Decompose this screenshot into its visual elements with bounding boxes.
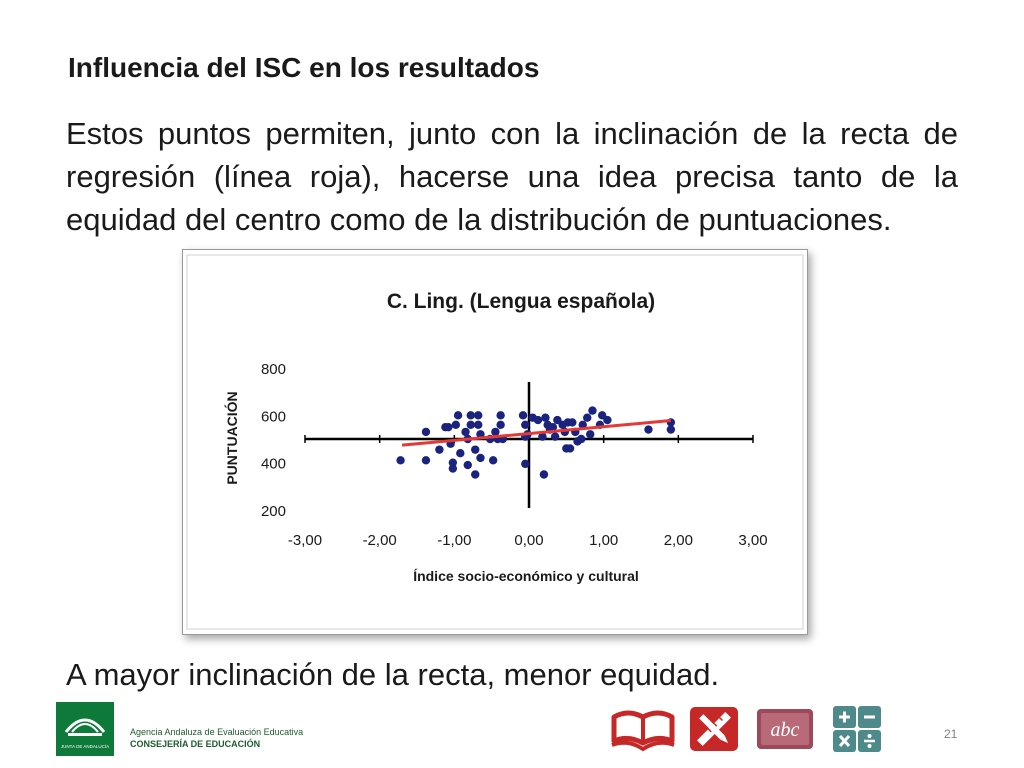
- y-tick-label: 600: [261, 408, 286, 425]
- data-point: [453, 411, 463, 420]
- svg-text:abc: abc: [771, 719, 800, 741]
- agency-name: Agencia Andaluza de Evaluación Educativa…: [130, 726, 303, 750]
- data-point: [448, 464, 458, 473]
- data-point: [444, 422, 453, 432]
- x-axis-label: Índice socio-económico y cultural: [413, 568, 639, 584]
- data-point: [474, 411, 483, 420]
- data-point: [448, 458, 458, 467]
- data-point: [496, 411, 505, 420]
- data-point: [491, 427, 500, 437]
- data-point: [488, 456, 498, 465]
- page-number: 21: [944, 727, 958, 741]
- data-point: [538, 432, 547, 441]
- data-point: [421, 456, 431, 465]
- y-tick-label: 200: [261, 503, 286, 520]
- x-tick-label: -1,00: [437, 532, 471, 549]
- data-point: [550, 432, 560, 441]
- data-point: [539, 470, 549, 479]
- abc-slate-icon: abc: [755, 705, 815, 753]
- data-point: [451, 420, 461, 429]
- y-tick-label: 800: [261, 361, 286, 378]
- chart-regression: [401, 419, 672, 447]
- scatter-chart-frame: C. Ling. (Lengua española) -3,00 -2,00 -1,…: [182, 249, 808, 635]
- data-point: [456, 449, 465, 458]
- junta-andalucia-logo: JUNTA DE ANDALUCÍA: [56, 702, 114, 756]
- slide-body-text: Estos puntos permiten, junto con la incl…: [66, 116, 958, 237]
- chart-title: C. Ling. (Lengua española): [387, 290, 655, 313]
- data-point: [533, 415, 543, 425]
- conclusion-text: A mayor inclinación de la recta, menor e…: [66, 657, 720, 692]
- data-point: [435, 445, 444, 454]
- x-tick-label: 0,00: [514, 532, 543, 549]
- data-point: [461, 427, 470, 437]
- data-point: [583, 413, 592, 422]
- x-tick-label: 1,00: [589, 532, 618, 549]
- chart-axes: [304, 382, 754, 508]
- slide-title: Influencia del ISC en los resultados: [68, 52, 540, 83]
- data-point: [396, 456, 405, 465]
- data-point: [521, 459, 530, 469]
- data-point: [466, 420, 475, 429]
- calculator-icon: [832, 705, 882, 753]
- regression-line: [401, 419, 672, 447]
- chart-points: [396, 406, 676, 479]
- data-point: [666, 425, 676, 434]
- x-tick-label: 2,00: [664, 532, 693, 549]
- data-point: [541, 413, 550, 422]
- y-tick-label: 400: [261, 456, 286, 473]
- data-point: [644, 425, 653, 434]
- data-point: [578, 420, 587, 429]
- data-point: [496, 420, 505, 429]
- data-point: [471, 445, 480, 454]
- y-axis-label: PUNTUACIÓN: [223, 391, 240, 484]
- data-point: [588, 406, 597, 415]
- agency-line1: Agencia Andaluza de Evaluación Educativa: [130, 727, 304, 737]
- data-point: [463, 460, 472, 470]
- x-tick-label: 3,00: [738, 532, 767, 549]
- x-tick-label: -3,00: [288, 532, 322, 549]
- data-point: [577, 434, 586, 444]
- data-point: [548, 422, 558, 432]
- data-point: [568, 418, 577, 427]
- data-point: [603, 415, 612, 425]
- x-tick-label: -2,00: [363, 532, 397, 549]
- ruler-pencil-icon: [688, 705, 740, 753]
- data-point: [466, 411, 475, 420]
- data-point: [471, 470, 480, 479]
- scatter-chart: C. Ling. (Lengua española) -3,00 -2,00 -1,…: [186, 254, 804, 630]
- data-point: [474, 420, 483, 429]
- open-book-icon: [610, 705, 676, 753]
- data-point: [518, 411, 528, 420]
- logo-text: JUNTA DE ANDALUCÍA: [61, 743, 109, 749]
- data-point: [476, 453, 485, 463]
- chart-tick-labels: -3,00 -2,00 -1,00 0,00 1,00 2,00 3,00 200 400 600…: [261, 361, 768, 549]
- data-point: [565, 444, 575, 453]
- data-point: [586, 430, 595, 439]
- data-point: [521, 420, 530, 429]
- data-point: [421, 427, 431, 437]
- agency-line2: CONSEJERÍA DE EDUCACIÓN: [130, 739, 261, 749]
